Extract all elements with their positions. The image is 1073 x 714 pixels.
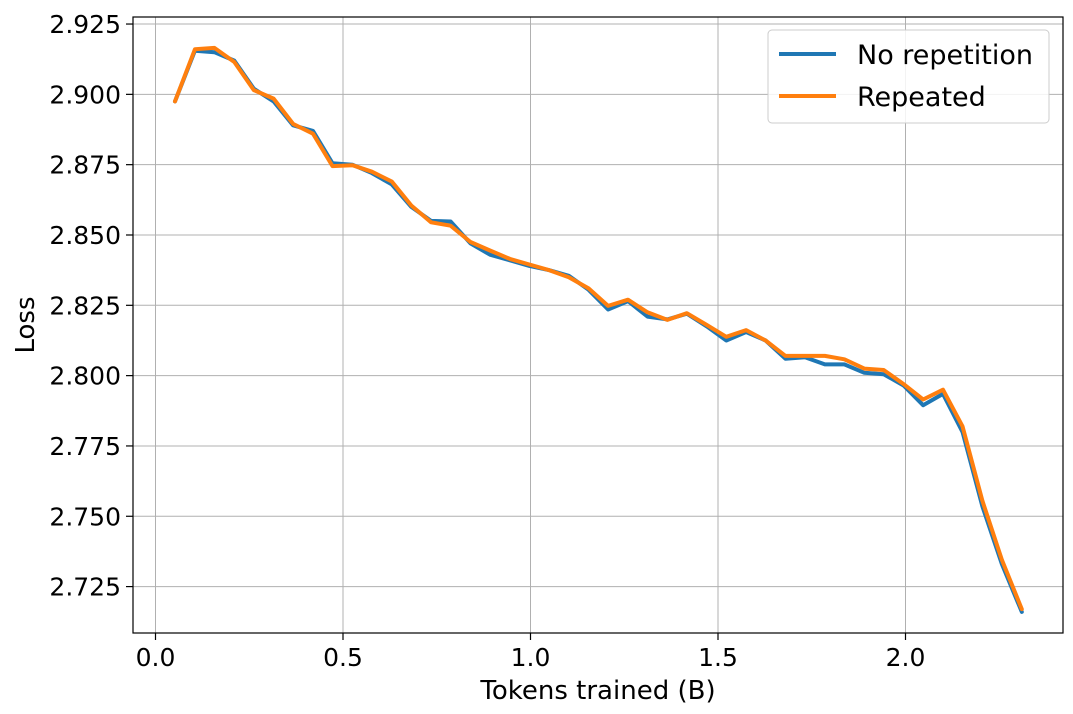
data-point-repeated — [685, 311, 689, 315]
legend: No repetition Repeated — [767, 29, 1050, 124]
data-point-repeated — [882, 368, 886, 372]
data-point-repeated — [370, 170, 374, 174]
x-tick-label-0-0: 0.0 — [136, 643, 176, 672]
data-point-repeated — [724, 335, 728, 339]
y-tick-label-2-775: 2.775 — [49, 432, 121, 461]
x-axis-label: Tokens trained (B) — [479, 676, 715, 706]
legend-label-no-repetition: No repetition — [857, 40, 1033, 71]
data-point-no-repetition — [449, 219, 453, 223]
data-point-repeated — [606, 304, 610, 308]
x-tick-label-1-5: 1.5 — [698, 643, 738, 672]
y-tick-label-2-875: 2.875 — [49, 151, 121, 180]
data-point-repeated — [921, 398, 925, 402]
y-axis-label: Loss — [11, 296, 41, 353]
data-point-repeated — [390, 180, 394, 184]
data-point-repeated — [764, 338, 768, 342]
data-point-no-repetition — [606, 308, 610, 312]
data-point-repeated — [567, 275, 571, 279]
data-point-repeated — [193, 47, 197, 51]
series-line-repeated — [173, 45, 1024, 612]
data-point-repeated — [527, 263, 531, 267]
data-point-repeated — [744, 328, 748, 332]
data-point-repeated — [449, 224, 453, 228]
data-point-no-repetition — [488, 253, 492, 257]
data-point-repeated — [803, 354, 807, 358]
x-tick-label-0-5: 0.5 — [323, 643, 363, 672]
series-repeated — [173, 45, 1024, 612]
y-tick-label-2-900: 2.900 — [49, 80, 121, 109]
data-point-repeated — [961, 424, 964, 428]
x-axis-ticks: 0.0 0.5 1.0 1.5 2.0 — [136, 633, 926, 672]
data-point-repeated — [547, 268, 551, 272]
data-point-repeated — [665, 318, 669, 322]
series-lines — [173, 45, 1024, 614]
x-tick-label-1-0: 1.0 — [511, 643, 551, 672]
data-point-repeated — [941, 388, 945, 392]
data-point-repeated — [331, 164, 334, 168]
data-point-repeated — [508, 257, 512, 261]
y-tick-label-2-800: 2.800 — [49, 362, 121, 391]
data-point-no-repetition — [882, 372, 886, 376]
data-point-no-repetition — [842, 362, 846, 366]
data-point-repeated — [350, 163, 354, 167]
legend-label-repeated: Repeated — [857, 82, 986, 113]
data-point-repeated — [291, 122, 295, 126]
data-point-repeated — [646, 310, 649, 314]
data-point-repeated — [252, 88, 256, 92]
data-point-no-repetition — [1020, 610, 1024, 614]
data-point-no-repetition — [921, 403, 925, 407]
data-point-repeated — [784, 354, 787, 358]
x-tick-label-2-0: 2.0 — [886, 643, 926, 672]
data-point-repeated — [488, 248, 492, 252]
data-point-no-repetition — [862, 371, 866, 375]
data-point-repeated — [232, 60, 236, 64]
data-point-repeated — [1020, 607, 1024, 611]
y-tick-label-2-825: 2.825 — [49, 291, 121, 320]
data-point-no-repetition — [212, 50, 216, 54]
y-tick-label-2-850: 2.850 — [49, 221, 121, 250]
data-point-repeated — [311, 132, 315, 136]
y-tick-label-2-725: 2.725 — [49, 573, 121, 602]
data-point-repeated — [823, 354, 827, 358]
y-gridlines — [133, 23, 1063, 588]
data-point-repeated — [705, 323, 709, 327]
data-point-repeated — [409, 203, 413, 207]
data-point-repeated — [173, 99, 177, 103]
legend-box — [767, 29, 1050, 124]
y-tick-label-2-750: 2.750 — [49, 502, 121, 531]
plot-frame — [132, 16, 1064, 634]
data-point-repeated — [212, 46, 216, 50]
data-point-repeated — [429, 220, 433, 224]
data-point-repeated — [842, 357, 846, 361]
data-point-no-repetition — [784, 357, 787, 361]
y-axis-ticks: 2.725 2.750 2.775 2.800 2.825 2.850 2.875 2.900… — [49, 10, 133, 602]
data-point-repeated — [862, 367, 866, 371]
data-point-repeated — [587, 286, 591, 290]
data-point-repeated — [272, 97, 276, 101]
data-point-no-repetition — [823, 362, 827, 366]
data-point-repeated — [626, 298, 630, 302]
x-gridlines — [155, 17, 906, 633]
data-point-repeated — [980, 499, 984, 503]
data-point-repeated — [469, 240, 472, 244]
data-point-repeated — [902, 382, 906, 386]
data-point-no-repetition — [646, 315, 649, 319]
data-point-repeated — [1000, 558, 1004, 562]
y-tick-label-2-925: 2.925 — [49, 10, 121, 39]
data-point-no-repetition — [724, 338, 728, 342]
